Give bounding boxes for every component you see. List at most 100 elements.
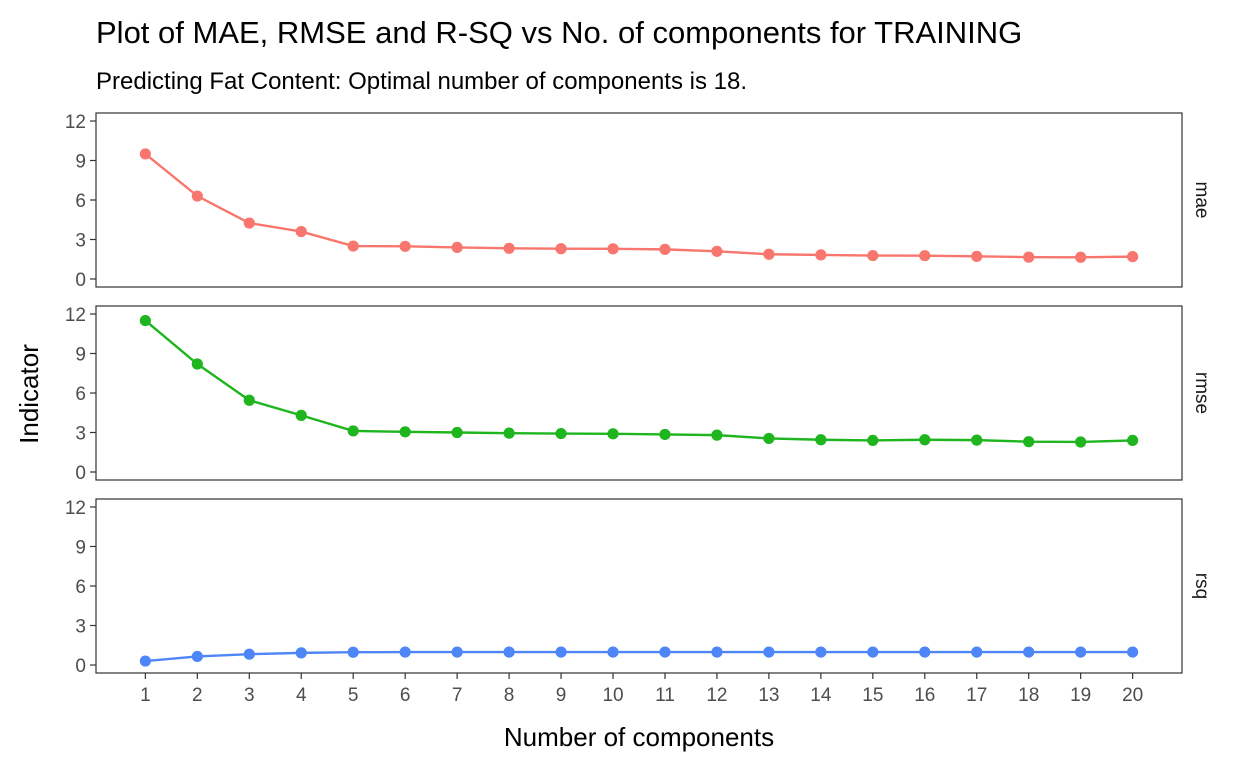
y-tick-label: 0	[75, 463, 86, 484]
data-point	[711, 429, 723, 441]
x-tick-label: 6	[400, 685, 411, 706]
x-tick-label: 15	[862, 685, 883, 706]
panel-mae: 0 3 6 9 12 mae	[65, 112, 1212, 291]
data-point	[243, 217, 255, 229]
data-point	[295, 226, 307, 238]
x-tick-label: 14	[810, 685, 832, 706]
data-point	[919, 646, 931, 658]
chart-title: Plot of MAE, RMSE and R-SQ vs No. of com…	[96, 15, 1022, 50]
x-tick-label: 7	[452, 685, 463, 706]
data-point	[191, 650, 203, 663]
data-point	[347, 646, 359, 658]
data-point	[555, 646, 567, 658]
y-tick-label: 0	[75, 656, 86, 677]
data-point	[711, 646, 723, 658]
y-tick-label: 0	[75, 270, 86, 291]
x-axis-title: Number of components	[504, 722, 774, 752]
data-point	[1023, 251, 1035, 263]
y-tick-label: 12	[65, 112, 86, 133]
data-point	[815, 249, 827, 261]
data-point	[243, 648, 255, 660]
y-tick-label: 12	[65, 498, 86, 519]
facet-panels: 0 3 6 9 12 mae 0 3 6 9 12 rmse 0 3 6 9 12 rsq	[65, 112, 1212, 677]
y-tick-label: 3	[75, 424, 86, 445]
data-point	[139, 655, 151, 667]
data-point	[1023, 646, 1035, 658]
data-point	[607, 243, 619, 255]
y-tick-label: 6	[75, 191, 86, 212]
data-point	[971, 434, 983, 446]
x-tick-label: 4	[296, 685, 307, 706]
x-tick-label: 18	[1018, 685, 1039, 706]
series-line-rsq	[145, 650, 1133, 663]
data-point	[399, 240, 411, 252]
data-point	[503, 242, 515, 254]
series-line-rmse	[144, 319, 1133, 444]
data-point	[191, 190, 203, 202]
strip-label-mae: mae	[1191, 182, 1212, 219]
y-tick-label: 6	[75, 384, 86, 405]
x-tick-label: 20	[1122, 685, 1143, 706]
data-point	[659, 428, 671, 441]
x-axis: 1 2 3 4 5 6 7 8 9 10 11 12 13 14 15 16 17 18 19 20	[140, 673, 1143, 706]
x-tick-label: 1	[140, 685, 151, 706]
data-point	[971, 250, 983, 262]
data-point	[503, 646, 515, 658]
data-point	[451, 241, 463, 253]
data-point	[1075, 251, 1087, 263]
x-tick-label: 12	[706, 685, 727, 706]
x-tick-label: 2	[192, 685, 203, 706]
series-line-mae	[144, 152, 1133, 259]
data-point	[815, 646, 827, 658]
data-point	[607, 428, 619, 440]
strip-label-rsq: rsq	[1191, 573, 1212, 599]
data-point	[139, 148, 151, 160]
y-tick-label: 6	[75, 577, 86, 598]
data-point	[867, 249, 879, 262]
data-point	[555, 427, 567, 440]
y-tick-label: 3	[75, 231, 86, 252]
x-tick-label: 17	[966, 685, 987, 706]
x-tick-label: 10	[602, 685, 623, 706]
data-point	[295, 409, 307, 421]
y-tick-label: 9	[75, 345, 86, 366]
data-point	[867, 646, 879, 658]
x-tick-label: 13	[758, 685, 779, 706]
y-tick-label: 12	[65, 305, 86, 326]
y-tick-label: 9	[75, 538, 86, 559]
data-point	[919, 250, 931, 262]
data-point	[243, 394, 255, 406]
data-point	[399, 646, 411, 658]
data-point	[191, 358, 203, 370]
data-point	[763, 248, 775, 260]
data-point	[555, 243, 567, 255]
panel-frame	[95, 112, 1183, 288]
x-tick-label: 16	[914, 685, 935, 706]
strip-label-rmse: rmse	[1191, 372, 1212, 414]
data-point	[763, 646, 775, 658]
data-point	[451, 646, 463, 658]
data-point	[711, 245, 723, 257]
data-point	[295, 647, 307, 659]
chart-subtitle: Predicting Fat Content: Optimal number o…	[96, 68, 747, 95]
data-point	[815, 434, 827, 446]
y-axis-title: Indicator	[14, 344, 44, 444]
data-point	[659, 243, 671, 255]
data-point	[1075, 436, 1087, 448]
data-point	[503, 427, 515, 439]
x-tick-label: 19	[1070, 685, 1091, 706]
panel-rmse: 0 3 6 9 12 rmse	[65, 305, 1212, 484]
panel-frame	[95, 305, 1183, 481]
data-point	[399, 426, 411, 438]
data-point	[347, 240, 359, 252]
x-tick-label: 3	[244, 685, 255, 706]
data-point	[451, 426, 463, 439]
panel-rsq: 0 3 6 9 12 rsq	[65, 498, 1212, 677]
x-tick-label: 11	[655, 685, 675, 706]
data-point	[139, 314, 151, 327]
data-point	[867, 434, 879, 446]
data-point	[1023, 436, 1035, 448]
data-point	[763, 432, 775, 445]
panel-frame	[95, 498, 1183, 674]
